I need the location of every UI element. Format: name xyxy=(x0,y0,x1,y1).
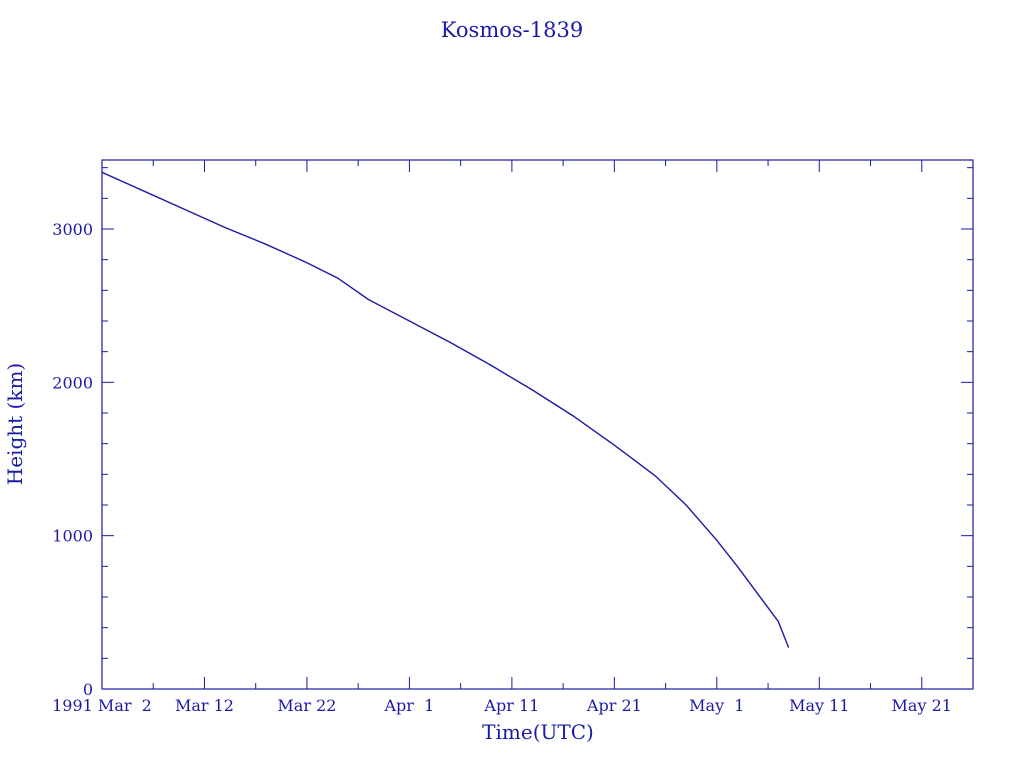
x-tick-label: Apr 11 xyxy=(483,696,539,715)
x-tick-label: Mar 22 xyxy=(277,696,336,715)
x-axis-label: Time(UTC) xyxy=(482,720,594,744)
y-axis-tick-labels: 0 1000 2000 3000 xyxy=(52,220,93,699)
plot-area-frame xyxy=(101,159,974,690)
y-tick-label: 1000 xyxy=(52,527,93,546)
y-tick-label: 0 xyxy=(83,680,93,699)
x-tick-label: May 1 xyxy=(689,696,744,715)
axis-ticks xyxy=(101,160,974,690)
x-tick-label: May 11 xyxy=(789,696,849,715)
x-tick-label: May 21 xyxy=(892,696,952,715)
x-tick-label: Apr 21 xyxy=(586,696,642,715)
height-series-line xyxy=(101,171,790,648)
x-tick-label: 1991 Mar 2 xyxy=(52,696,152,715)
y-tick-label: 2000 xyxy=(52,373,93,392)
y-axis-label: Height (km) xyxy=(3,363,27,485)
x-tick-label: Mar 12 xyxy=(175,696,234,715)
x-axis-tick-labels: 1991 Mar 2 Mar 12 Mar 22 Apr 1 Apr 11 Apr 21 M… xyxy=(52,696,952,715)
chart-title: Kosmos-1839 xyxy=(441,18,583,42)
y-tick-label: 3000 xyxy=(52,220,93,239)
x-tick-label: Apr 1 xyxy=(384,696,435,715)
